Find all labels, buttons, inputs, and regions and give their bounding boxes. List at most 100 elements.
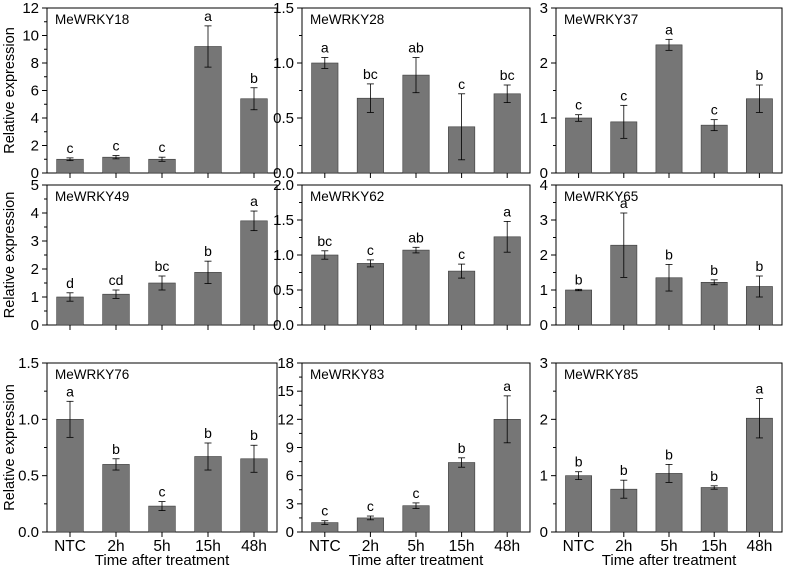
significance-letter: b (665, 246, 673, 262)
significance-letter: a (503, 203, 511, 219)
bar (240, 98, 268, 174)
y-axis-label: Relative expression (2, 384, 18, 511)
panel-title: MeWRKY85 (564, 367, 638, 382)
significance-letter: a (250, 193, 258, 209)
y-tick-label: 0 (31, 165, 39, 182)
significance-letter: ab (408, 229, 424, 245)
significance-letter: b (250, 70, 258, 86)
y-tick-label: 2 (31, 138, 39, 155)
y-tick-label: 1.0 (18, 411, 39, 428)
x-tick-label: NTC (563, 538, 595, 555)
y-tick-label: 2 (31, 261, 39, 278)
significance-letter: b (710, 468, 718, 484)
y-tick-label: 1.0 (273, 55, 294, 72)
y-tick-label: 9 (286, 440, 294, 457)
significance-letter: b (756, 67, 764, 83)
bar (565, 475, 593, 533)
significance-letter: b (710, 262, 718, 278)
panel-title: MeWRKY62 (310, 189, 384, 204)
significance-letter: c (159, 139, 166, 155)
panel-title: MeWRKY49 (55, 189, 129, 204)
y-tick-label: 0.0 (273, 165, 294, 182)
y-tick-label: 3 (540, 0, 548, 17)
y-tick-label: 3 (540, 212, 548, 229)
bar (402, 249, 430, 326)
significance-letter: b (756, 258, 764, 274)
bar (356, 263, 384, 326)
y-tick-label: 0 (540, 165, 548, 182)
significance-letter: b (204, 243, 212, 259)
significance-letter: c (413, 485, 420, 501)
significance-letter: b (665, 446, 673, 462)
significance-letter: c (458, 246, 465, 262)
y-tick-label: 1 (540, 468, 548, 485)
x-tick-label: 15h (701, 538, 727, 555)
significance-letter: b (204, 425, 212, 441)
chart-panel-mewrky83: 0 3 6 9 12 15 18 c NTC c 2h c 5h b 15h a 48h MeWRKY83 Time… (277, 355, 531, 569)
significance-letter: bc (500, 67, 515, 83)
y-tick-label: 10 (22, 28, 39, 45)
x-tick-label: 2h (107, 538, 124, 555)
significance-letter: c (367, 242, 374, 258)
bar (102, 293, 130, 326)
y-tick-label: 0.0 (18, 524, 39, 541)
significance-letter: b (458, 440, 466, 456)
x-tick-label: 5h (407, 538, 424, 555)
x-tick-label: 48h (746, 538, 772, 555)
x-tick-label: 2h (615, 538, 632, 555)
y-tick-label: 18 (277, 355, 294, 372)
y-tick-label: 3 (31, 233, 39, 250)
y-tick-label: 0.5 (273, 282, 294, 299)
significance-letter: ab (408, 40, 424, 56)
significance-letter: c (321, 503, 328, 519)
x-tick-label: 48h (494, 538, 520, 555)
significance-letter: c (67, 140, 74, 156)
significance-letter: a (321, 40, 329, 56)
x-tick-label: 5h (660, 538, 677, 555)
significance-letter: a (620, 195, 628, 211)
y-tick-label: 5 (31, 177, 39, 194)
bar (311, 254, 339, 326)
x-tick-label: 5h (153, 538, 170, 555)
bar (56, 158, 84, 174)
significance-letter: a (66, 383, 74, 399)
y-tick-label: 1.5 (273, 0, 294, 17)
y-tick-label: 6 (286, 468, 294, 485)
panel-title: MeWRKY18 (55, 12, 129, 27)
chart-panel-mewrky37: 0 1 2 3 c c a c b MeWRKY37 (540, 0, 783, 182)
panel-title: MeWRKY28 (310, 12, 384, 27)
significance-letter: c (458, 76, 465, 92)
bar (56, 296, 84, 326)
bar (448, 270, 476, 326)
y-tick-label: 12 (22, 0, 39, 17)
chart-panel-mewrky65: 0 1 2 3 4 b a b b b MeWRKY65 (540, 177, 783, 334)
x-tick-label: 48h (241, 538, 267, 555)
y-tick-label: 0.0 (273, 317, 294, 334)
bar (240, 220, 268, 326)
chart-panel-mewrky18: 0 2 4 6 8 10 12 c c c a b MeWRKY18 Relative expressio… (2, 0, 278, 182)
bar (56, 419, 84, 533)
x-tick-label: NTC (309, 538, 341, 555)
y-tick-label: 0 (540, 524, 548, 541)
significance-letter: b (575, 454, 583, 470)
significance-letter: a (665, 21, 673, 37)
x-tick-label: NTC (54, 538, 86, 555)
bar (655, 44, 683, 174)
x-tick-label: 15h (449, 538, 475, 555)
y-tick-label: 6 (31, 83, 39, 100)
y-tick-label: 2 (540, 247, 548, 264)
significance-letter: b (620, 462, 628, 478)
significance-letter: c (711, 102, 718, 118)
bar (102, 156, 130, 174)
y-tick-label: 0 (540, 317, 548, 334)
x-tick-label: 15h (195, 538, 221, 555)
bar (700, 487, 728, 533)
chart-panel-mewrky85: 0 1 2 3 b NTC b 2h b 5h b 15h a 48h MeWRKY85 Time after… (540, 355, 783, 569)
significance-letter: cd (109, 272, 124, 288)
chart-panel-mewrky62: 0.0 0.5 1.0 1.5 2.0 bc c ab c a MeWRKY62 (273, 177, 531, 334)
panel-title: MeWRKY65 (564, 189, 638, 204)
significance-letter: a (503, 378, 511, 394)
bar (565, 117, 593, 174)
